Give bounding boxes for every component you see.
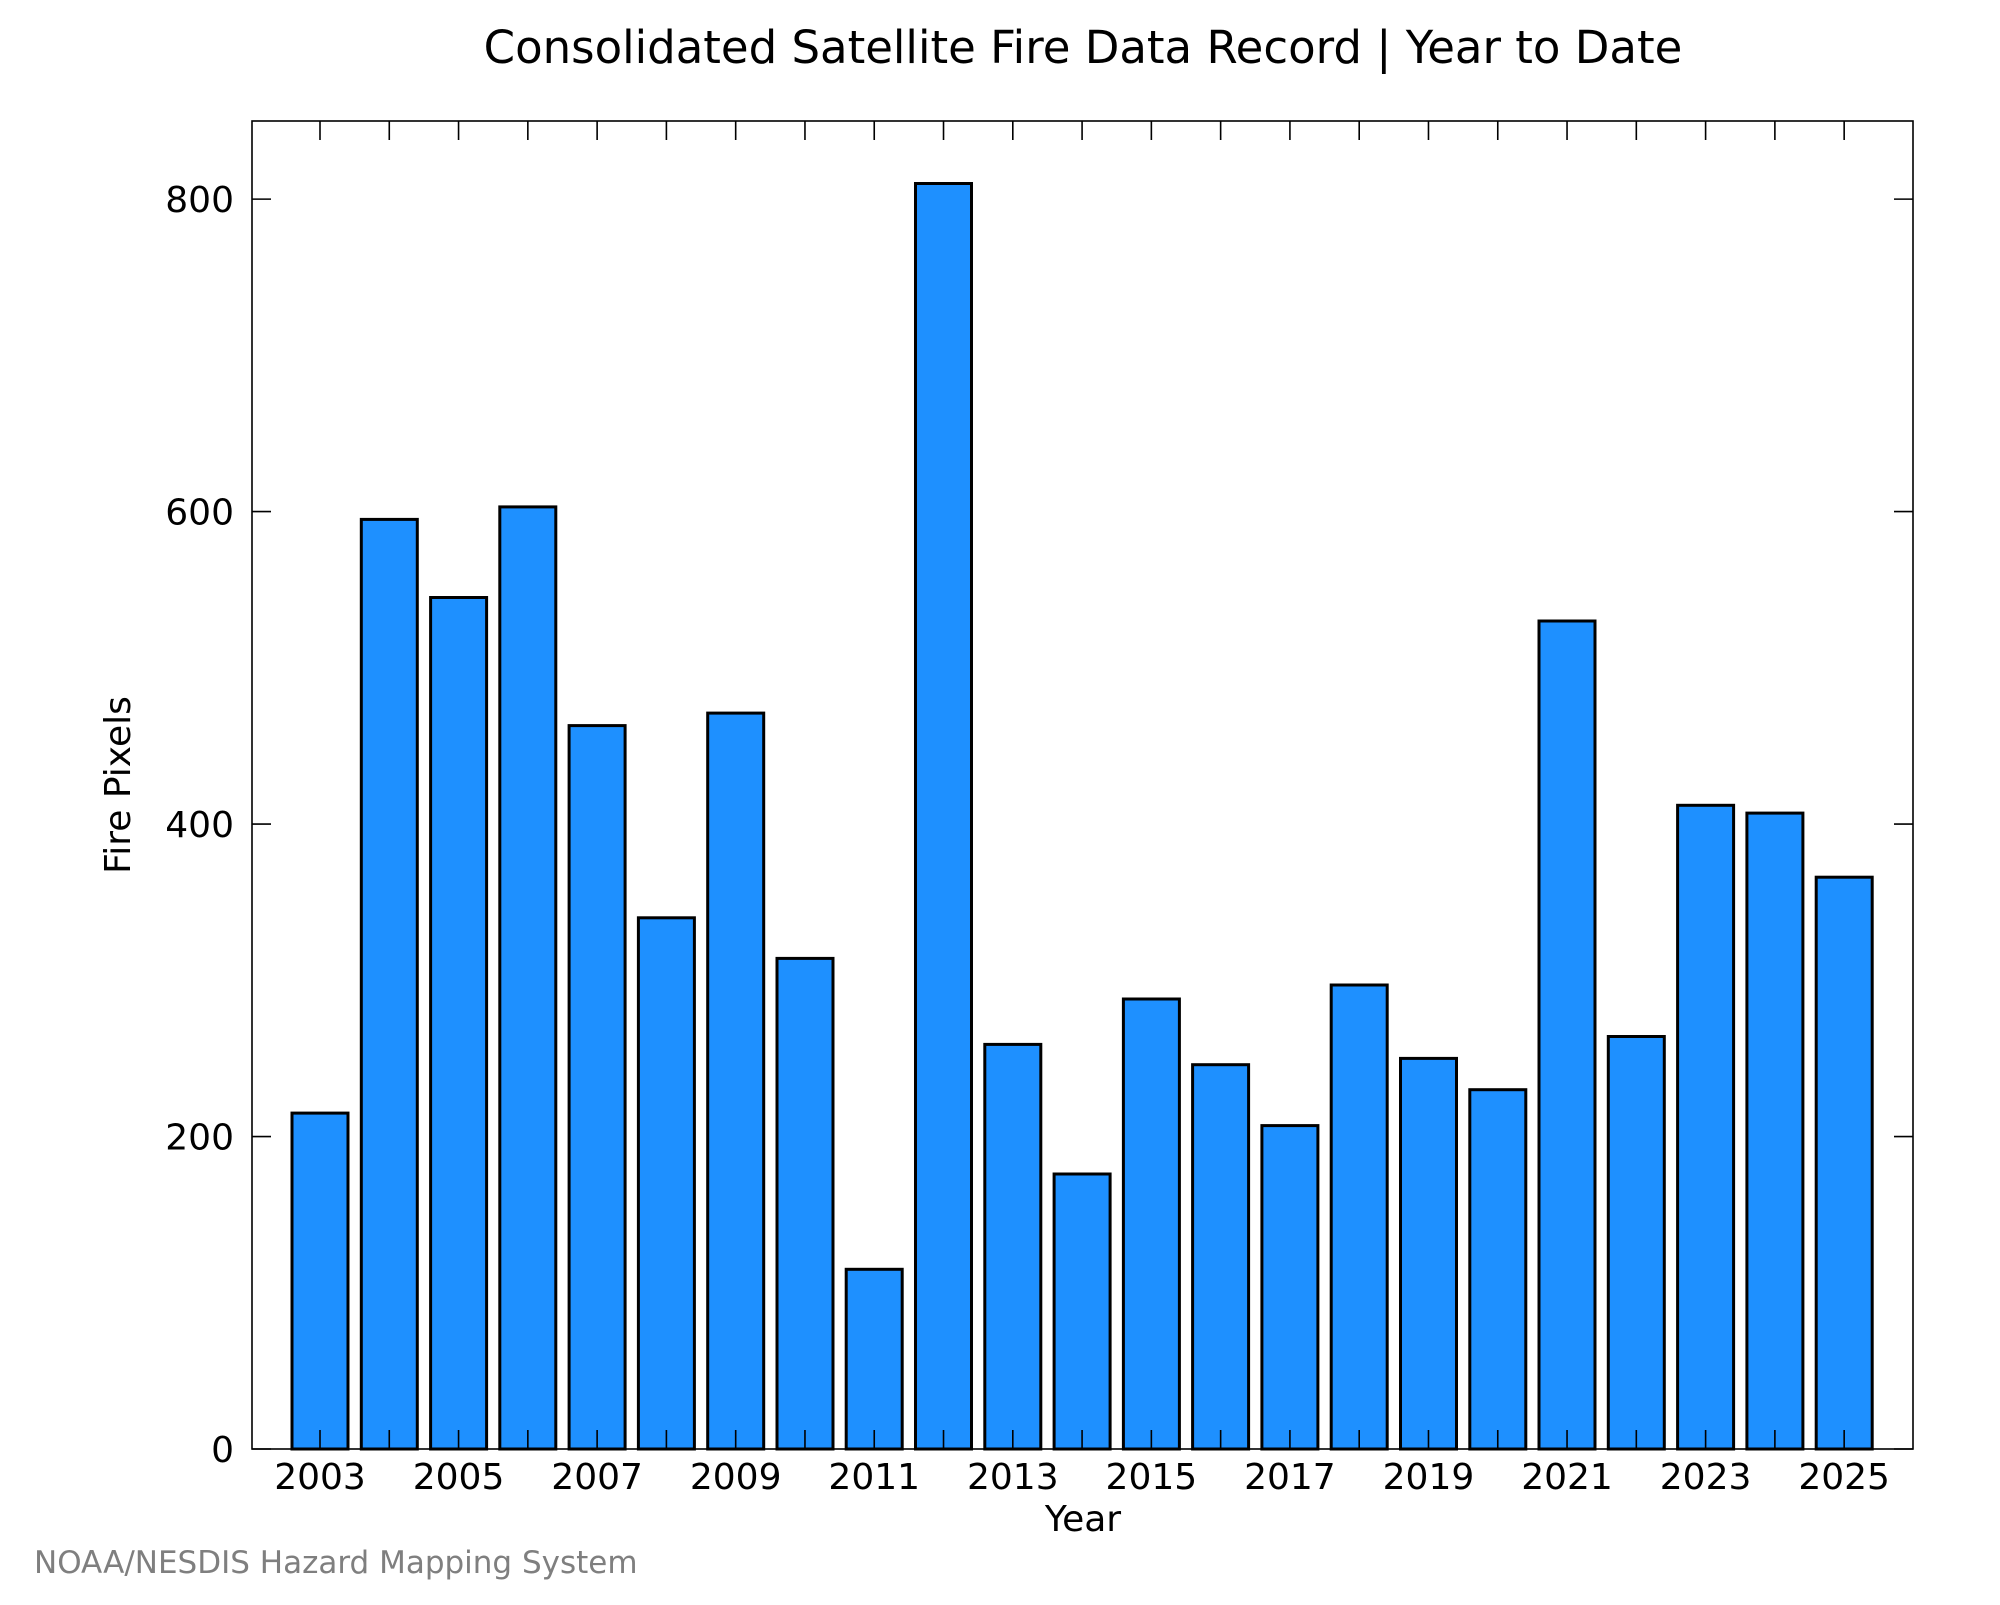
- bar-2015: [1121, 997, 1181, 1451]
- ticks-group: 0 200 400 600 800 2003 2005 2007 2009 2011 2013 201…: [165, 121, 1913, 1498]
- x-tick-label: 2019: [1383, 1457, 1475, 1498]
- y-tick-label: 600: [165, 493, 234, 534]
- bar-2017: [1260, 1124, 1320, 1451]
- bar-2011: [844, 1267, 904, 1451]
- bar-2014: [1052, 1172, 1112, 1451]
- bar-2010: [775, 956, 835, 1451]
- bar-2008: [636, 916, 696, 1451]
- bar-2019: [1399, 1056, 1458, 1451]
- x-tick-label: 2023: [1660, 1457, 1752, 1498]
- y-tick-label: 0: [211, 1430, 234, 1471]
- x-tick-label: 2025: [1798, 1457, 1890, 1498]
- bar-2005: [429, 596, 489, 1451]
- bar-2016: [1191, 1063, 1251, 1451]
- chart-title: Consolidated Satellite Fire Data Record …: [484, 21, 1683, 74]
- x-tick-label: 2009: [690, 1457, 782, 1498]
- y-tick-label: 200: [165, 1118, 234, 1159]
- x-tick-label: 2005: [413, 1457, 505, 1498]
- bars-group: [290, 182, 1874, 1451]
- bar-2023: [1676, 803, 1736, 1451]
- x-tick-label: 2011: [828, 1457, 920, 1498]
- bar-2024: [1745, 811, 1805, 1451]
- bar-2018: [1329, 983, 1389, 1451]
- bar-2021: [1537, 619, 1597, 1451]
- x-tick-label: 2003: [274, 1457, 366, 1498]
- bar-2009: [706, 711, 766, 1451]
- x-tick-label: 2017: [1244, 1457, 1336, 1498]
- bar-2003: [290, 1111, 350, 1451]
- y-axis-label: Fire Pixels: [98, 696, 139, 874]
- x-axis-label: Year: [1044, 1499, 1121, 1540]
- x-tick-label: 2021: [1521, 1457, 1613, 1498]
- bar-2012: [914, 182, 973, 1451]
- bar-2007: [567, 724, 627, 1451]
- bar-2006: [498, 505, 558, 1451]
- x-tick-label: 2015: [1106, 1457, 1198, 1498]
- bar-2013: [983, 1042, 1043, 1451]
- y-tick-label: 400: [165, 805, 234, 846]
- credit-text: NOAA/NESDIS Hazard Mapping System: [34, 1545, 638, 1581]
- x-tick-label: 2013: [967, 1457, 1059, 1498]
- x-tick-label: 2007: [551, 1457, 643, 1498]
- bar-2022: [1606, 1035, 1666, 1451]
- y-tick-label: 800: [165, 180, 234, 221]
- bar-2004: [359, 517, 419, 1451]
- bar-2025: [1814, 875, 1874, 1451]
- bar-2020: [1468, 1088, 1528, 1451]
